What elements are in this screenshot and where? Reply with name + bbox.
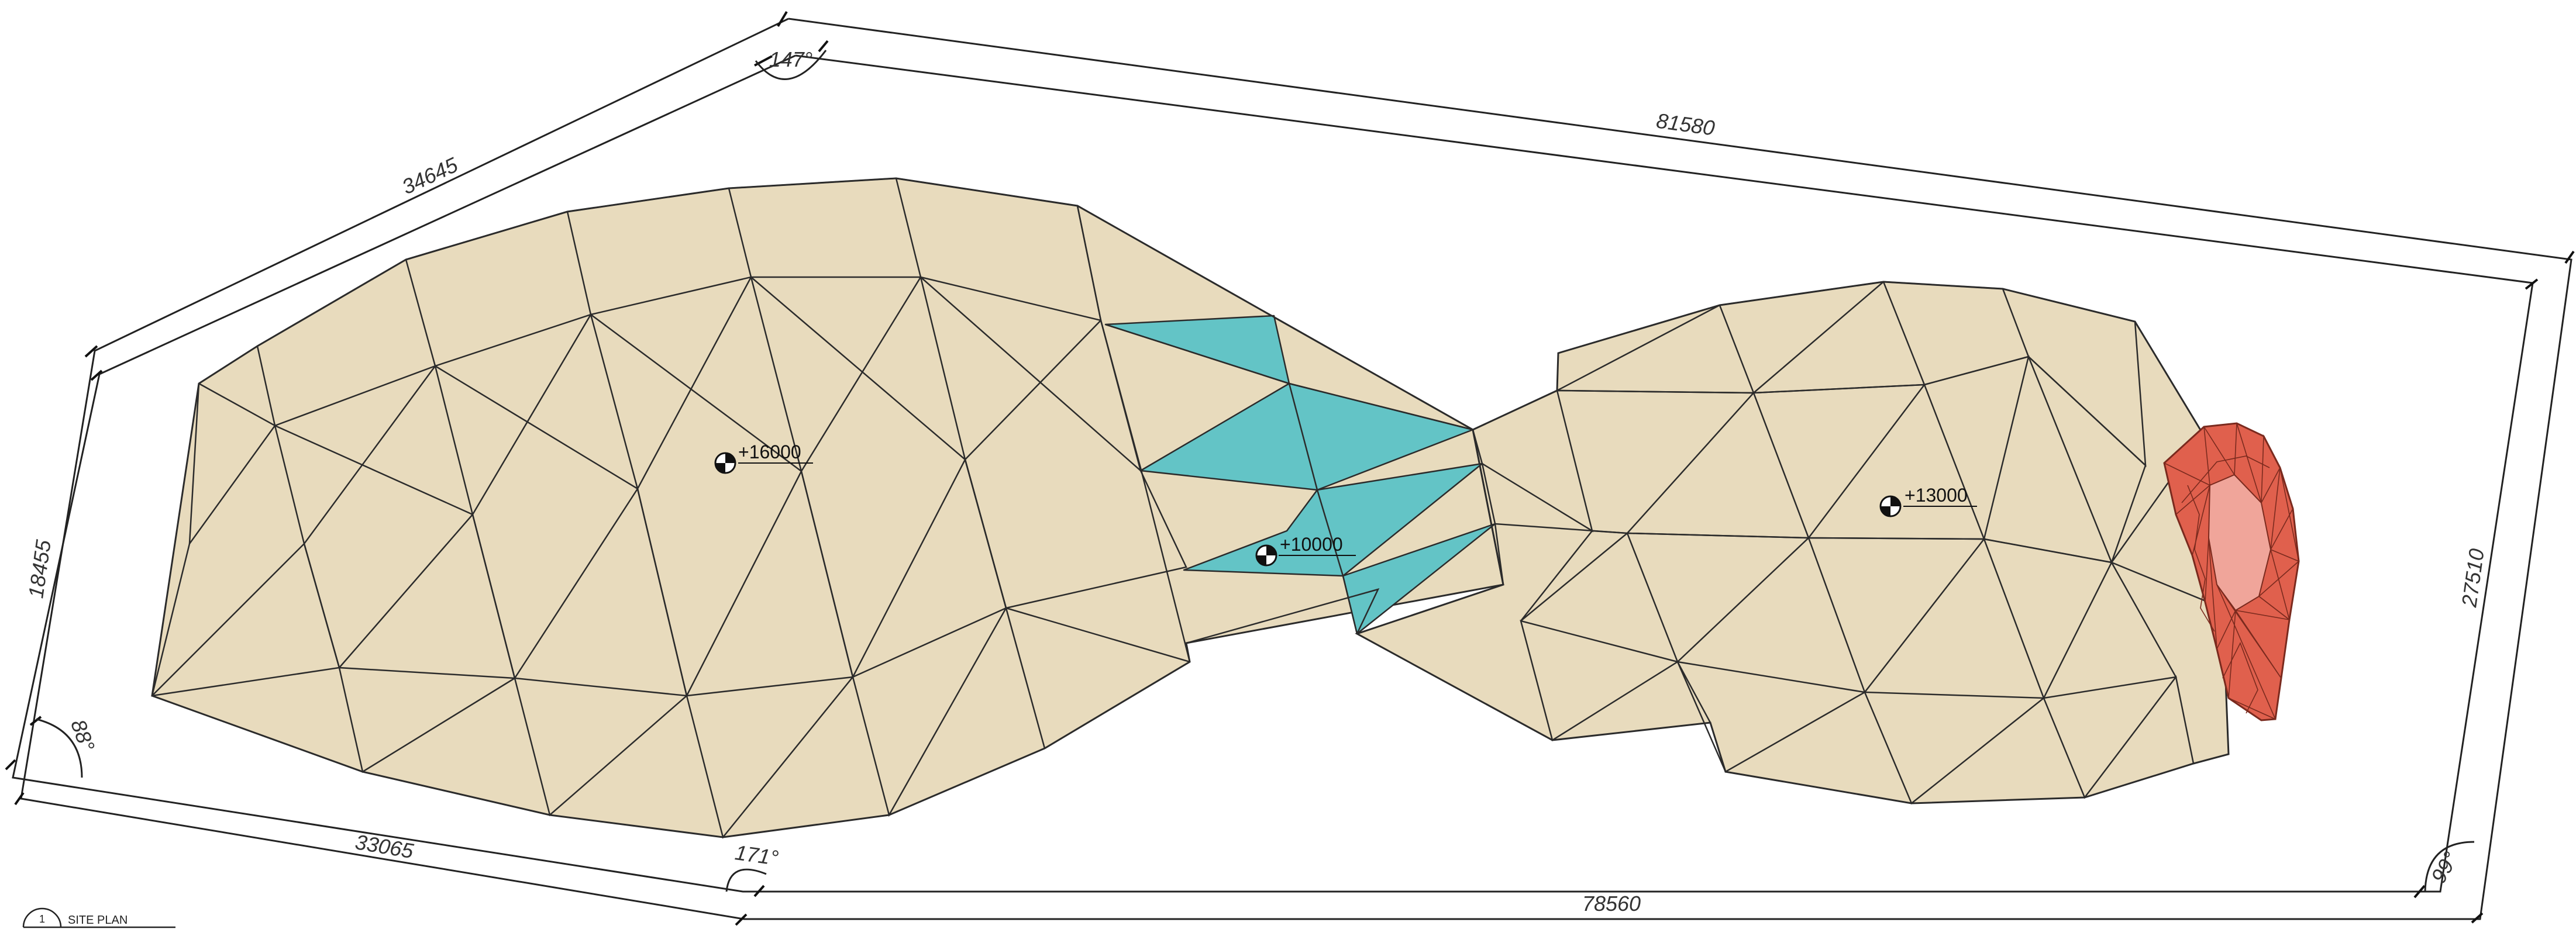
landform-mesh xyxy=(151,177,2243,839)
level-marker-east: +13000 xyxy=(1879,485,1977,517)
water-basin xyxy=(1104,315,1496,635)
level-west-mound: +16000 xyxy=(738,441,801,462)
dimension-top: 81580 xyxy=(1655,109,1716,140)
level-water-basin: +10000 xyxy=(1280,534,1343,555)
dimension-left: 18455 xyxy=(23,538,56,600)
dimension-bottom-left: 33065 xyxy=(353,830,415,863)
view-number: 1 xyxy=(39,913,45,925)
angle-arcs xyxy=(36,50,2475,892)
angle-right: 99° xyxy=(2426,848,2463,887)
level-marker-basin: +10000 xyxy=(1255,534,1356,567)
level-east-mound: +13000 xyxy=(1905,485,1968,506)
view-label: SITE PLAN xyxy=(68,914,128,927)
angle-bottom: 171° xyxy=(733,840,780,870)
dimension-upper-left: 34645 xyxy=(398,153,462,199)
angle-left: 88° xyxy=(66,716,99,754)
level-marker-west: +16000 xyxy=(714,441,813,474)
view-title: 1 SITE PLAN xyxy=(22,907,175,928)
boundary-dimension-lines xyxy=(5,11,2575,926)
dimension-bottom: 78560 xyxy=(1582,892,1641,916)
angle-top: 147° xyxy=(769,47,812,71)
red-terrain-feature xyxy=(2163,422,2300,721)
